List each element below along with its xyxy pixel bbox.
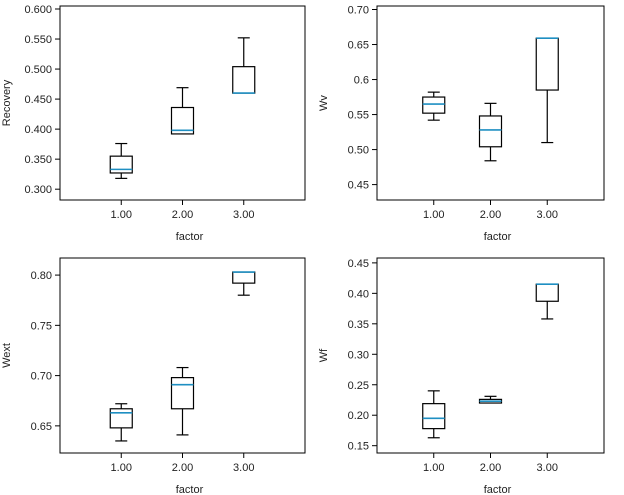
chart-3-plot-frame: [376, 257, 605, 454]
chart-3-y-tick-label: 0.15: [348, 441, 369, 453]
chart-0-x-tick-label: 2.00: [172, 209, 193, 221]
chart-2-box: [109, 408, 133, 429]
chart-3-y-axis-title: Wf: [318, 348, 330, 362]
chart-2-x-tick-label: 3.00: [233, 462, 254, 474]
chart-3-y-tick-label: 0.25: [348, 380, 369, 392]
chart-2-y-tick-label: 0.75: [31, 320, 52, 332]
chart-2-y-tick-label: 0.65: [31, 421, 52, 433]
chart-3-y-tick-label: 0.30: [348, 349, 369, 361]
chart-2-x-axis-title: factor: [176, 484, 204, 495]
chart-3-y-tick-label: 0.40: [348, 288, 369, 300]
panel-recovery: 0.300 0.350 0.400 0.450 0.500 0.550 0.600 1.00 2…: [1, 4, 306, 243]
chart-0-y-tick-label: 0.400: [24, 124, 52, 136]
chart-3-y-tick-label: 0.45: [348, 258, 369, 270]
chart-2-box: [170, 377, 195, 410]
chart-1-y-tick-label: 0.65: [348, 40, 369, 52]
chart-0-x-axis-title: factor: [176, 231, 204, 243]
chart-0-box: [232, 66, 256, 94]
chart-3-y-tick-label: 0.35: [348, 319, 369, 331]
chart-1-box: [422, 96, 446, 114]
chart-0-y-tick-label: 0.350: [24, 154, 52, 166]
chart-1-y-tick-label: 0.70: [348, 5, 369, 17]
chart-1-x-tick-label: 1.00: [423, 209, 444, 221]
chart-1-x-tick-label: 2.00: [480, 209, 501, 221]
chart-3-x-axis-title: factor: [484, 484, 512, 495]
chart-0-y-tick-label: 0.450: [24, 94, 52, 106]
chart-2-y-tick-label: 0.70: [31, 371, 52, 383]
chart-0-y-tick-label: 0.600: [24, 4, 52, 16]
chart-1-y-tick-label: 0.6: [354, 75, 369, 87]
chart-0-y-tick-label: 0.500: [24, 64, 52, 76]
panel-wf: 0.15 0.20 0.25 0.30 0.35 0.40 0.45 1.00 2.00 3.00…: [318, 257, 605, 495]
chart-2-y-tick-label: 0.80: [31, 270, 52, 282]
chart-3-y-tick-label: 0.20: [348, 410, 369, 422]
chart-1-x-axis-title: factor: [484, 231, 512, 243]
chart-3-x-tick-label: 2.00: [480, 462, 501, 474]
chart-2-x-tick-label: 2.00: [172, 462, 193, 474]
chart-2-box: [232, 271, 256, 284]
chart-2-y-axis-title: Wext: [1, 343, 13, 368]
chart-3-box: [422, 403, 446, 430]
chart-1-x-tick-label: 3.00: [537, 209, 558, 221]
panel-wext: 0.65 0.70 0.75 0.80 1.00 2.00 3.00 factor Wext: [1, 257, 306, 495]
chart-3-x-tick-label: 3.00: [537, 462, 558, 474]
chart-0-y-tick-label: 0.300: [24, 184, 52, 196]
chart-3-x-tick-label: 1.00: [423, 462, 444, 474]
chart-1-y-axis-title: Wv: [318, 95, 330, 111]
chart-1-y-tick-label: 0.55: [348, 110, 369, 122]
chart-1-y-tick-label: 0.45: [348, 180, 369, 192]
chart-1-box: [478, 115, 503, 148]
panel-wv: 0.45 0.50 0.55 0.6 0.65 0.70 1.00 2.00 3.00 facto…: [318, 5, 605, 243]
chart-2-x-tick-label: 1.00: [111, 462, 132, 474]
chart-1-y-tick-label: 0.50: [348, 145, 369, 157]
chart-0-y-tick-label: 0.550: [24, 34, 52, 46]
chart-0-y-axis-title: Recovery: [1, 79, 13, 126]
chart-3-box: [535, 283, 559, 302]
chart-0-x-tick-label: 1.00: [111, 209, 132, 221]
chart-0-box: [109, 155, 133, 174]
chart-0-x-tick-label: 3.00: [233, 209, 254, 221]
chart-0-box: [170, 106, 195, 135]
chart-1-box: [535, 37, 559, 91]
